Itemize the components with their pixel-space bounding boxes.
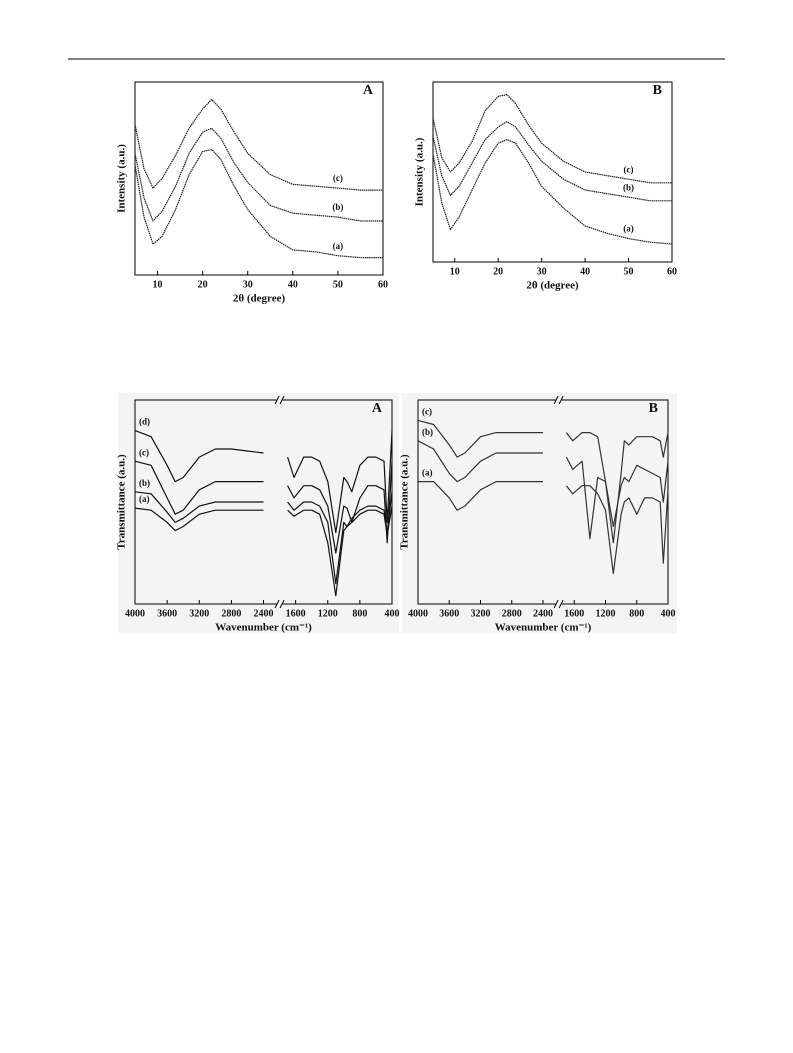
x-tick-label: 3200 — [189, 608, 209, 619]
x-tick-label: 400 — [385, 608, 400, 619]
x-tick-label: 10 — [153, 279, 163, 290]
x-tick-label: 1600 — [564, 608, 584, 619]
data-line — [134, 430, 393, 534]
axis-break-gap — [276, 398, 283, 402]
x-tick-label: 50 — [333, 279, 343, 290]
y-axis-label: Transmittance (a.u.) — [116, 454, 128, 550]
x-axis-label: 2θ (degree) — [233, 293, 286, 305]
x-tick-label: 3200 — [471, 608, 491, 619]
axis-break-gap — [276, 602, 283, 606]
x-tick-label: 400 — [661, 608, 676, 619]
data-line — [134, 149, 383, 259]
data-line — [417, 440, 669, 540]
series-label: (a) — [139, 494, 150, 504]
y-axis-label: Transmittance (a.u.) — [399, 454, 411, 550]
series-label: (c) — [422, 406, 432, 416]
x-tick-label: 40 — [288, 279, 298, 290]
x-tick-label: 2800 — [221, 608, 241, 619]
chart-title: A — [372, 401, 383, 416]
x-tick-label: 3600 — [439, 608, 459, 619]
series-label: (c) — [139, 447, 149, 457]
x-tick-label: 1600 — [286, 608, 306, 619]
x-tick-label: 20 — [493, 266, 503, 277]
axis-break-mark — [553, 599, 559, 609]
x-tick-label: 40 — [580, 266, 590, 277]
axis-break-mark — [558, 599, 564, 609]
x-tick-label: 60 — [667, 266, 677, 277]
x-tick-label: 2400 — [254, 608, 274, 619]
axis-break-mark — [558, 395, 564, 405]
x-tick-label: 800 — [352, 608, 367, 619]
axis-break-mark — [553, 395, 559, 405]
chart-title: B — [653, 83, 662, 98]
x-axis-label: 2θ (degree) — [526, 280, 579, 292]
series-label: (a) — [422, 468, 433, 478]
x-tick-label: 30 — [243, 279, 253, 290]
x-tick-label: 20 — [198, 279, 208, 290]
data-line — [134, 460, 393, 554]
data-line — [134, 506, 393, 597]
data-line — [134, 98, 383, 191]
y-axis-label: Intensity (a.u.) — [414, 137, 426, 206]
series-label: (c) — [624, 164, 634, 174]
data-line — [134, 127, 383, 222]
y-axis-label: Intensity (a.u.) — [116, 144, 128, 213]
series-label: (b) — [332, 202, 343, 212]
x-tick-label: 3600 — [157, 608, 177, 619]
series-label: (b) — [623, 182, 634, 192]
x-tick-label: 60 — [378, 279, 388, 290]
data-line — [134, 491, 393, 585]
x-tick-label: 4000 — [408, 608, 428, 619]
series-label: (c) — [333, 173, 343, 183]
series-label: (d) — [139, 417, 150, 427]
data-line — [417, 419, 669, 544]
x-tick-label: 1200 — [596, 608, 616, 619]
axis-break-gap — [555, 398, 562, 402]
data-line — [432, 121, 672, 202]
x-tick-label: 10 — [450, 266, 460, 277]
x-axis-label: Wavenumber (cm⁻¹) — [495, 622, 592, 634]
axis-break-mark — [274, 395, 280, 405]
axis-break-gap — [555, 602, 562, 606]
x-tick-label: 1200 — [318, 608, 338, 619]
data-line — [418, 481, 669, 574]
axis-break-mark — [279, 599, 285, 609]
axis-break-mark — [279, 395, 285, 405]
x-tick-label: 800 — [629, 608, 644, 619]
x-tick-label: 2400 — [533, 608, 553, 619]
series-label: (b) — [422, 427, 433, 437]
series-label: (b) — [139, 478, 150, 488]
plot-frame — [432, 81, 673, 263]
x-tick-label: 50 — [624, 266, 634, 277]
panel-background — [118, 393, 399, 633]
data-line — [432, 94, 672, 184]
axis-break-mark — [274, 599, 280, 609]
x-tick-label: 4000 — [125, 608, 145, 619]
x-tick-label: 30 — [537, 266, 547, 277]
x-tick-label: 2800 — [502, 608, 522, 619]
chart-title: B — [649, 401, 658, 416]
chart-title: A — [363, 83, 374, 98]
x-axis-label: Wavenumber (cm⁻¹) — [215, 622, 312, 634]
data-line — [432, 139, 673, 245]
plot-frame — [134, 81, 384, 276]
series-label: (a) — [333, 241, 344, 251]
series-label: (a) — [623, 224, 634, 234]
